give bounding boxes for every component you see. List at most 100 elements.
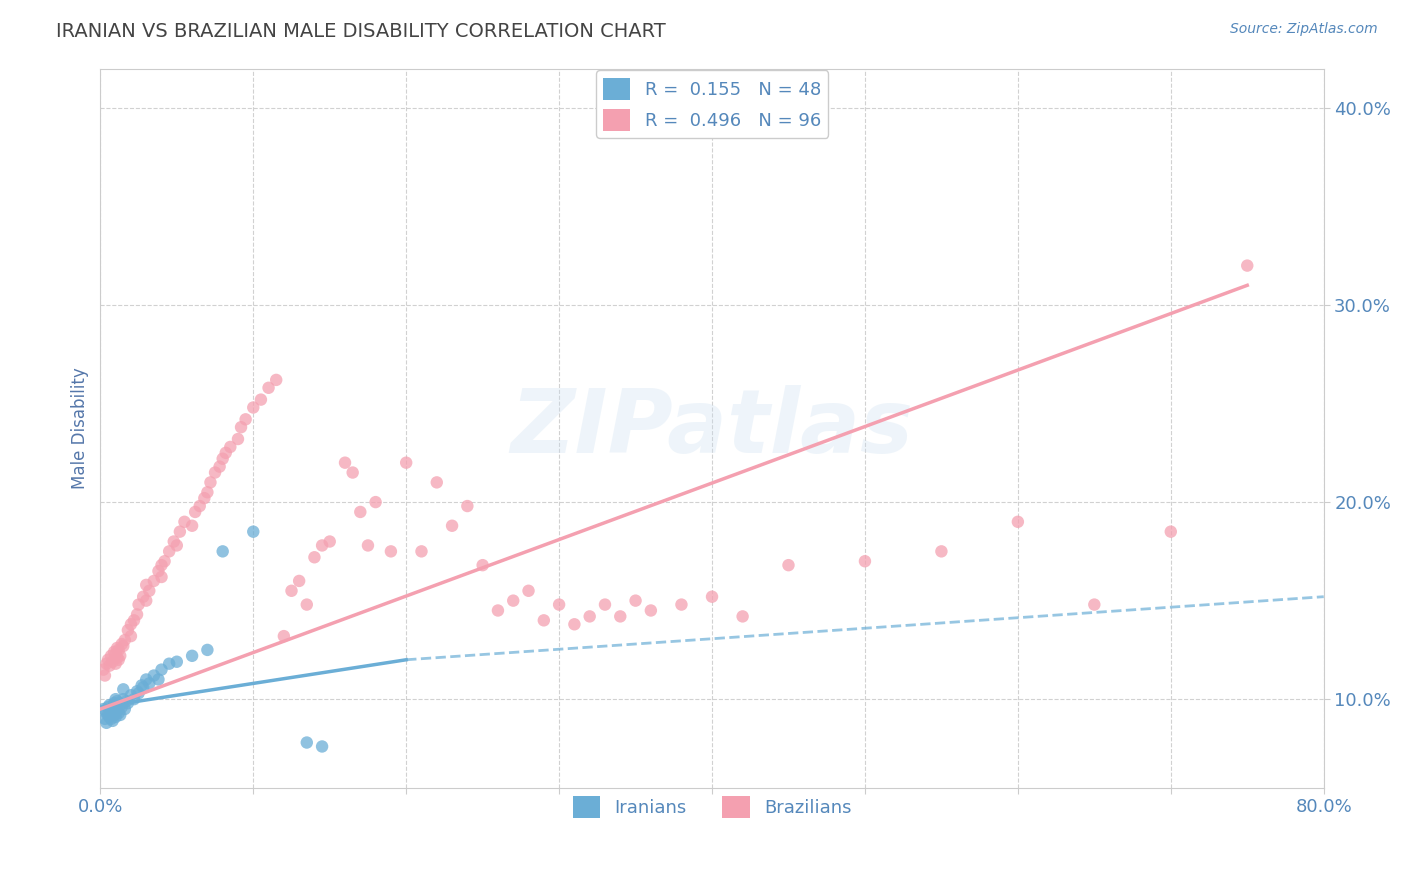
Point	[333, 456, 356, 470]
Point	[193, 491, 215, 505]
Point	[533, 613, 555, 627]
Point	[125, 607, 148, 622]
Point	[280, 583, 302, 598]
Point	[564, 617, 586, 632]
Point	[181, 518, 204, 533]
Point	[100, 712, 122, 726]
Point	[104, 702, 127, 716]
Text: IRANIAN VS BRAZILIAN MALE DISABILITY CORRELATION CHART: IRANIAN VS BRAZILIAN MALE DISABILITY COR…	[56, 22, 666, 41]
Point	[100, 704, 122, 718]
Point	[211, 451, 233, 466]
Point	[157, 544, 180, 558]
Point	[104, 657, 127, 671]
Point	[150, 558, 173, 573]
Point	[150, 663, 173, 677]
Point	[166, 655, 188, 669]
Point	[311, 739, 333, 754]
Point	[128, 598, 150, 612]
Point	[380, 544, 402, 558]
Point	[319, 534, 342, 549]
Point	[226, 432, 249, 446]
Point	[110, 708, 132, 723]
Text: Source: ZipAtlas.com: Source: ZipAtlas.com	[1230, 22, 1378, 37]
Point	[104, 692, 127, 706]
Point	[166, 538, 188, 552]
Legend: Iranians, Brazilians: Iranians, Brazilians	[565, 789, 859, 826]
Point	[173, 515, 195, 529]
Point	[700, 590, 723, 604]
Point	[1083, 598, 1105, 612]
Point	[395, 456, 418, 470]
Point	[101, 706, 124, 720]
Point	[107, 653, 129, 667]
Point	[242, 401, 264, 415]
Point	[153, 554, 176, 568]
Point	[169, 524, 191, 539]
Point	[120, 617, 142, 632]
Point	[426, 475, 449, 490]
Text: ZIPatlas: ZIPatlas	[510, 384, 914, 472]
Point	[103, 696, 125, 710]
Point	[250, 392, 273, 407]
Point	[107, 696, 129, 710]
Point	[112, 692, 135, 706]
Point	[364, 495, 387, 509]
Point	[357, 538, 380, 552]
Point	[128, 686, 150, 700]
Point	[235, 412, 257, 426]
Point	[609, 609, 631, 624]
Point	[101, 714, 124, 728]
Point	[96, 706, 118, 720]
Point	[97, 708, 120, 723]
Point	[142, 668, 165, 682]
Point	[110, 698, 132, 712]
Point	[132, 681, 155, 695]
Point	[517, 583, 540, 598]
Point	[112, 639, 135, 653]
Point	[94, 668, 117, 682]
Point	[349, 505, 371, 519]
Point	[456, 499, 478, 513]
Point	[135, 593, 157, 607]
Point	[122, 613, 145, 627]
Point	[138, 676, 160, 690]
Point	[125, 684, 148, 698]
Point	[295, 735, 318, 749]
Point	[295, 598, 318, 612]
Point	[208, 459, 231, 474]
Point	[93, 663, 115, 677]
Point	[1007, 515, 1029, 529]
Point	[105, 694, 128, 708]
Point	[257, 381, 280, 395]
Point	[242, 524, 264, 539]
Point	[215, 446, 238, 460]
Point	[624, 593, 647, 607]
Point	[93, 702, 115, 716]
Point	[111, 637, 134, 651]
Point	[132, 590, 155, 604]
Point	[111, 700, 134, 714]
Point	[98, 698, 121, 712]
Point	[184, 505, 207, 519]
Point	[135, 673, 157, 687]
Point	[105, 640, 128, 655]
Point	[441, 518, 464, 533]
Point	[1236, 259, 1258, 273]
Point	[97, 653, 120, 667]
Point	[273, 629, 295, 643]
Point	[135, 578, 157, 592]
Point	[163, 534, 186, 549]
Point	[157, 657, 180, 671]
Point	[142, 574, 165, 588]
Point	[120, 629, 142, 643]
Point	[548, 598, 571, 612]
Point	[98, 710, 121, 724]
Point	[104, 647, 127, 661]
Point	[97, 700, 120, 714]
Point	[101, 655, 124, 669]
Point	[471, 558, 494, 573]
Point	[94, 712, 117, 726]
Point	[96, 657, 118, 671]
Point	[122, 692, 145, 706]
Point	[100, 648, 122, 663]
